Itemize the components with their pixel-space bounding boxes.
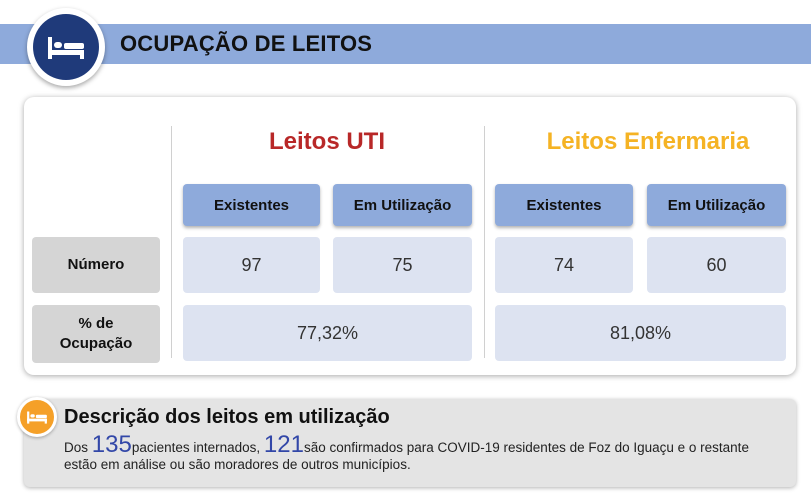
divider bbox=[171, 126, 172, 358]
description-title: Descrição dos leitos em utilização bbox=[64, 406, 390, 428]
description-text: Dos 135pacientes internados, 121são conf… bbox=[64, 433, 784, 473]
enfermaria-existentes-value: 74 bbox=[495, 237, 633, 293]
bed-icon bbox=[33, 14, 99, 80]
bed-icon bbox=[17, 397, 57, 437]
divider bbox=[484, 126, 485, 358]
confirmados-count: 121 bbox=[263, 431, 304, 458]
uti-title: Leitos UTI bbox=[268, 128, 385, 155]
row-header-ocupacao: % de Ocupação bbox=[32, 305, 160, 363]
uti-existentes-header: Existentes bbox=[183, 184, 320, 226]
row-header-numero: Número bbox=[32, 237, 160, 293]
enfermaria-em-utilizacao-value: 60 bbox=[647, 237, 786, 293]
description-prefix: Dos bbox=[64, 440, 92, 455]
uti-existentes-value: 97 bbox=[183, 237, 320, 293]
enfermaria-ocupacao-value: 81,08% bbox=[495, 305, 786, 361]
enfermaria-title: Leitos Enfermaria bbox=[546, 128, 750, 155]
description-suffix: são confirmados para COVID-19 residentes… bbox=[64, 440, 749, 472]
header-bar bbox=[0, 24, 811, 64]
pacientes-count: 135 bbox=[91, 431, 132, 458]
enfermaria-existentes-header: Existentes bbox=[495, 184, 633, 226]
description-card bbox=[24, 399, 796, 487]
page-title: OCUPAÇÃO DE LEITOS bbox=[120, 31, 373, 56]
row-header-ocupacao-line1: % de bbox=[78, 315, 114, 332]
uti-em-utilizacao-header: Em Utilização bbox=[333, 184, 472, 226]
uti-ocupacao-value: 77,32% bbox=[183, 305, 472, 361]
enfermaria-em-utilizacao-header: Em Utilização bbox=[647, 184, 786, 226]
description-mid: pacientes internados, bbox=[131, 440, 264, 455]
uti-em-utilizacao-value: 75 bbox=[333, 237, 472, 293]
row-header-ocupacao-line2: Ocupação bbox=[59, 335, 133, 352]
